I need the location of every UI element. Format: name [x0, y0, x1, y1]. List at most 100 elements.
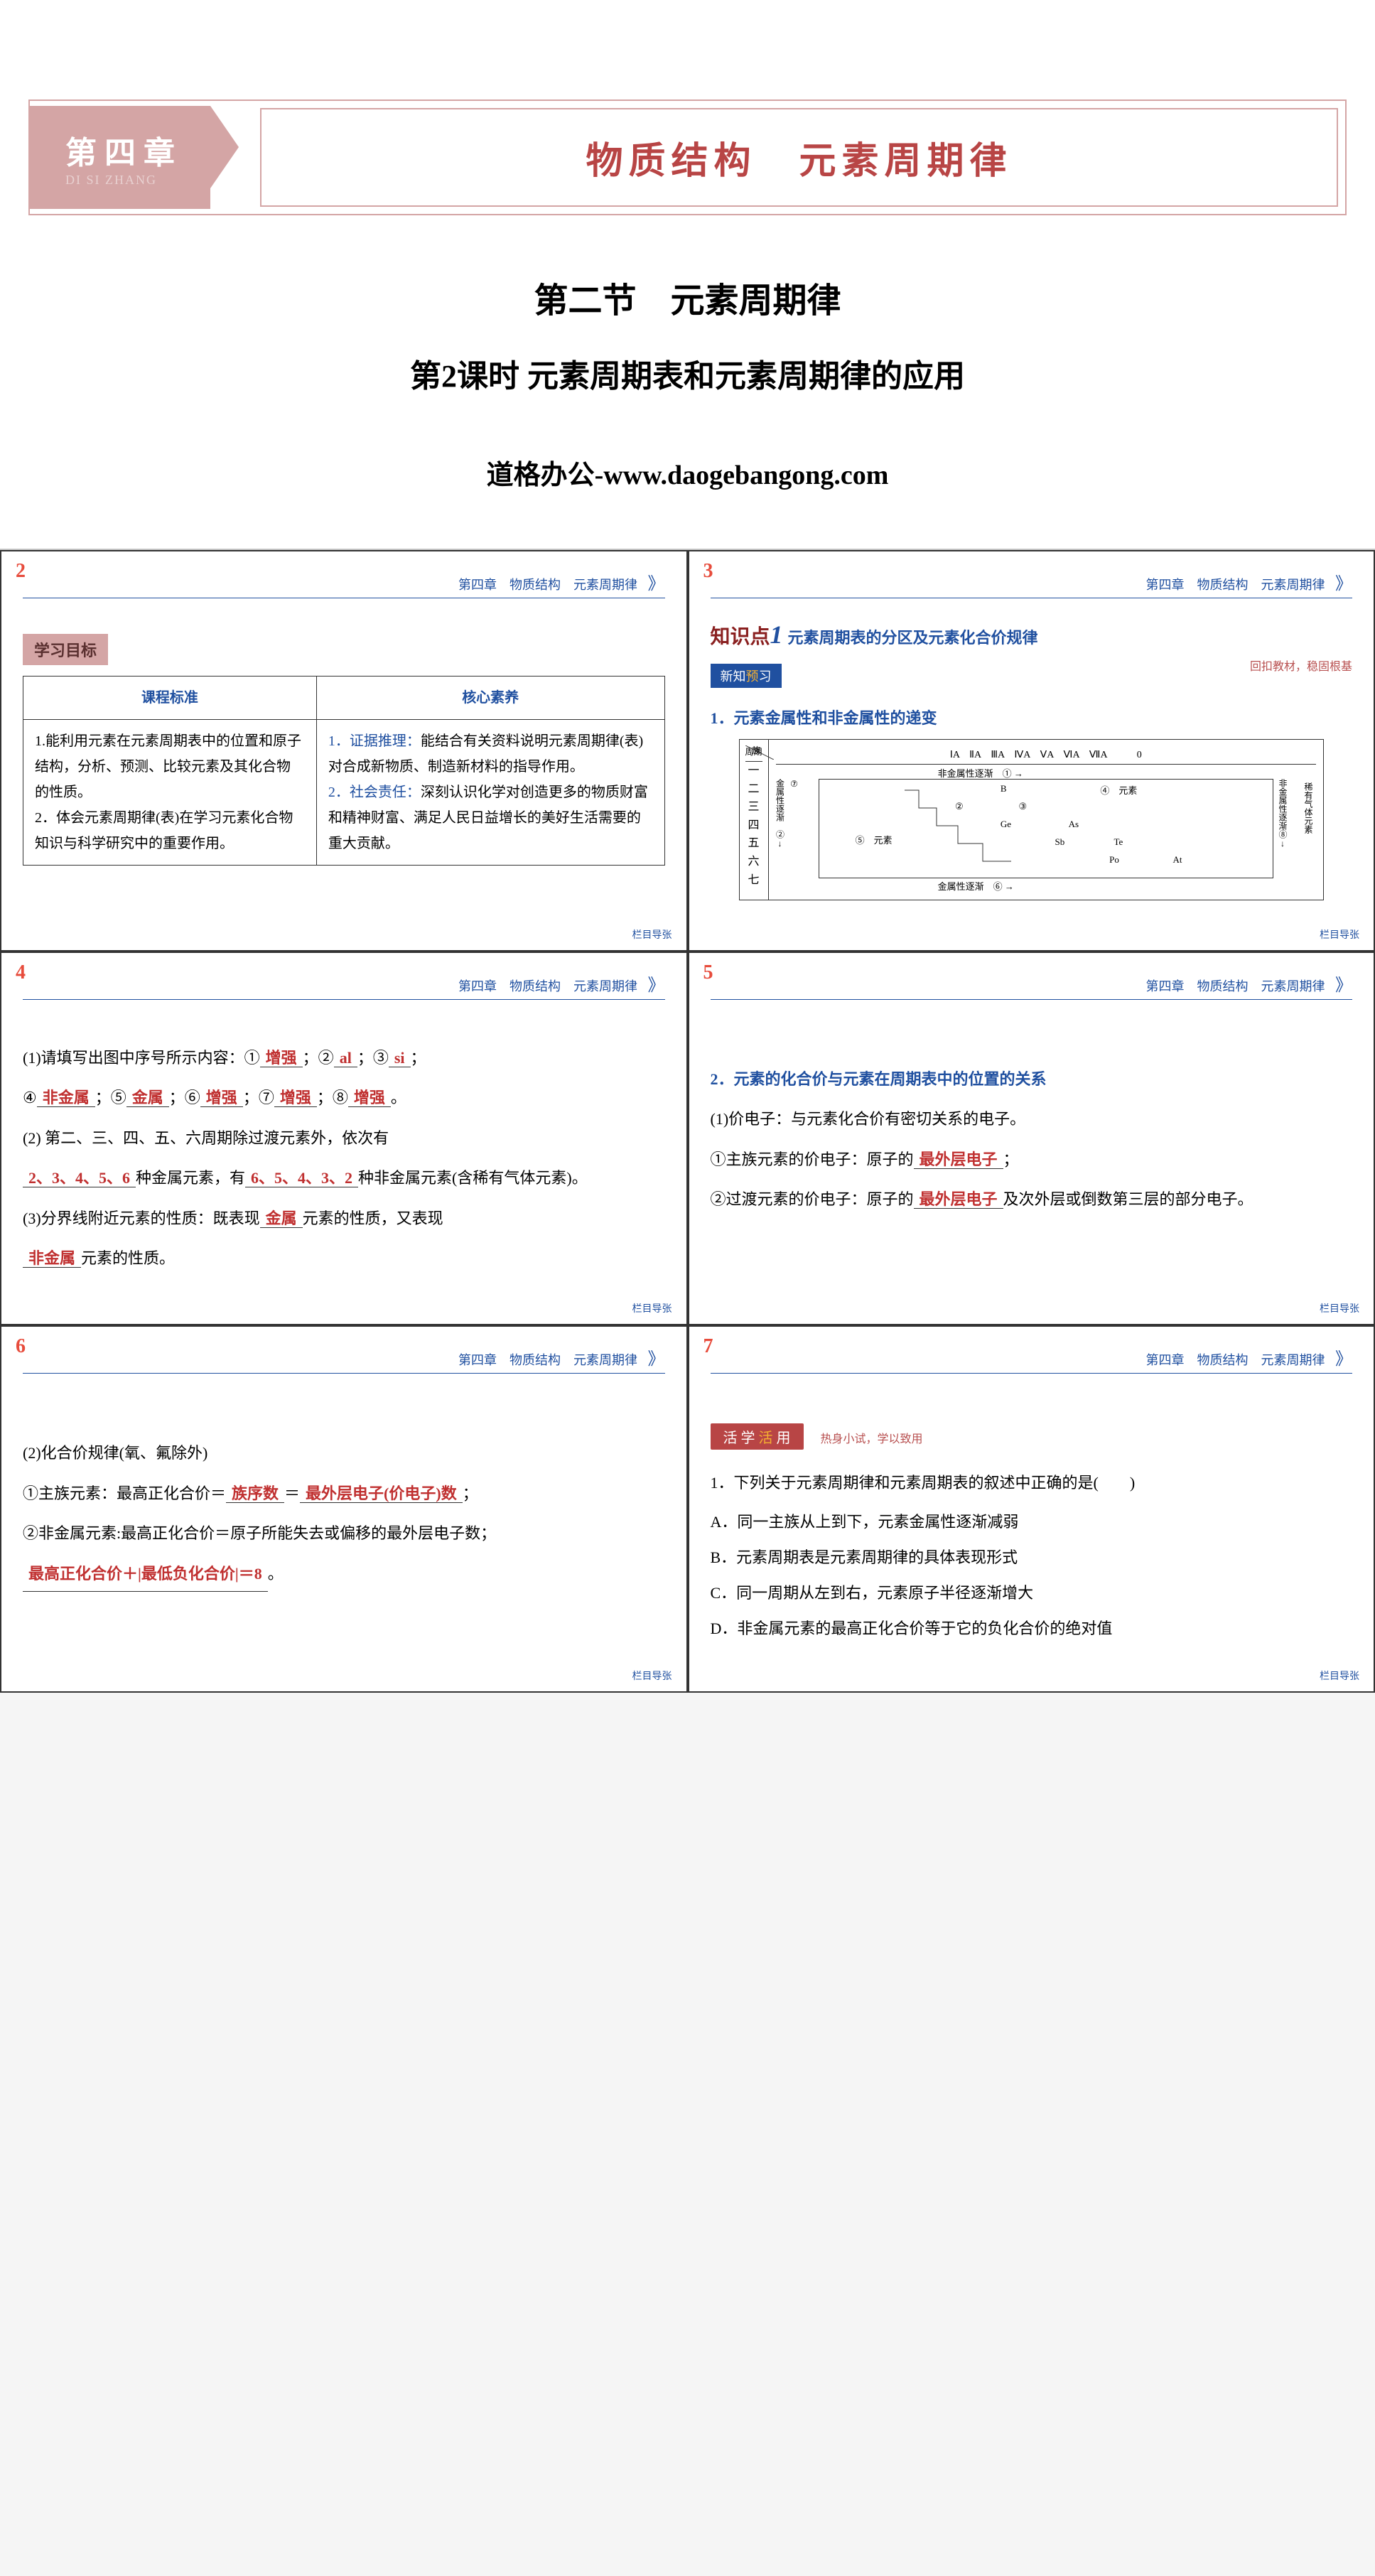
ans-10: 非金属 — [23, 1249, 81, 1268]
noble-gas-label: 稀有气体元素 — [1303, 782, 1315, 834]
header-arrow-icon: 》 — [1335, 1350, 1352, 1369]
header-text: 第四章 物质结构 元素周期律 — [1146, 578, 1325, 592]
metal-inc-label: 金属性逐渐 ⑥ → — [938, 879, 1014, 893]
s6-line3: 最高正化合价＋|最低负化合价|＝8。 — [23, 1557, 665, 1592]
pd-left-col: 族 周期 一 二 三 四 五 六 七 — [740, 740, 769, 900]
s6-heading: (2)化合价规律(氧、氟除外) — [23, 1436, 665, 1470]
kp-num: 1 — [770, 620, 783, 649]
header-text: 第四章 物质结构 元素周期律 — [458, 979, 637, 993]
ans-3: si — [389, 1049, 411, 1067]
right-note: 回扣教材，稳固根基 — [1250, 657, 1352, 674]
nonmetal-dec-label: 非金属性逐渐⑧↓ — [1277, 779, 1289, 848]
knowledge-point-title: 知识点1 元素周期表的分区及元素化合价规律 — [711, 620, 1353, 650]
header-arrow-icon: 》 — [1335, 976, 1352, 995]
pd-right-area: ⅠA ⅡA ⅢA ⅣA ⅤA ⅥA ⅦA 0 非金属性逐渐 ① → 金属性逐渐 … — [769, 740, 1323, 900]
s6-ans2: 最外层电子(价电子)数 — [300, 1484, 463, 1503]
ans-8: 增强 — [348, 1089, 391, 1107]
ans-1: 增强 — [260, 1049, 303, 1067]
periods-list: 一 二 三 四 五 六 七 — [745, 762, 762, 889]
slide-header: 第四章 物质结构 元素周期律 》 — [711, 1341, 1353, 1374]
practice-note: 热身小试，学以致用 — [821, 1433, 923, 1445]
slide-footer: 栏目导张 — [632, 1669, 672, 1683]
col1-header: 课程标准 — [23, 677, 317, 720]
chapter-box: 第 四 章 DI SI ZHANG — [30, 106, 210, 209]
slide-5: 5 第四章 物质结构 元素周期律 》 2．元素的化合价与元素在周期表中的位置的关… — [688, 952, 1375, 1325]
chapter-label: 第 四 章 — [65, 127, 175, 173]
q3-line1: (3)分界线附近元素的性质：既表现金属元素的性质，又表现 — [23, 1202, 665, 1236]
chapter-pinyin: DI SI ZHANG — [65, 173, 175, 188]
ans-4: 非金属 — [37, 1089, 95, 1107]
s5-line3: ②过渡元素的价电子：原子的最外层电子及次外层或倒数第三层的部分电子。 — [711, 1182, 1353, 1217]
s5-line1: (1)价电子：与元素化合价有密切关系的电子。 — [711, 1102, 1353, 1136]
ans-2: al — [334, 1049, 357, 1067]
stair-lines-icon — [819, 780, 1273, 878]
periodic-diagram: 族 周期 一 二 三 四 五 六 七 ⅠA ⅡA ⅢA ⅣA ⅤA ⅥA ⅦA … — [739, 739, 1325, 900]
s6-ans3: 最高正化合价＋|最低负化合价|＝8 — [23, 1557, 268, 1592]
q2-line2: 2、3、4、5、6种金属元素，有6、5、4、3、2种非金属元素(含稀有气体元素)… — [23, 1161, 665, 1195]
ans-6: 增强 — [200, 1089, 243, 1107]
ans-counts2: 6、5、4、3、2 — [245, 1169, 358, 1187]
slide-footer: 栏目导张 — [1320, 1669, 1359, 1683]
slide-footer: 栏目导张 — [632, 1301, 672, 1315]
slide-7: 7 第四章 物质结构 元素周期律 》 活 学 活 用 热身小试，学以致用 1．下… — [688, 1325, 1375, 1692]
header-text: 第四章 物质结构 元素周期律 — [458, 578, 637, 592]
q3-line2: 非金属元素的性质。 — [23, 1241, 665, 1276]
slide-footer: 栏目导张 — [1320, 927, 1359, 942]
option-c: C．同一周期从左到右，元素原子半径逐渐增大 — [711, 1578, 1353, 1609]
kp-label: 知识点 — [711, 626, 770, 648]
kp-text: 元素周期表的分区及元素化合价规律 — [788, 629, 1038, 647]
slide-3: 3 第四章 物质结构 元素周期律 》 知识点1 元素周期表的分区及元素化合价规律… — [688, 550, 1375, 952]
q1-line1: (1)请填写出图中序号所示内容：①增强；②al；③si； — [23, 1041, 665, 1075]
learning-goal-badge: 学习目标 — [23, 634, 108, 665]
main-title-box: 物质结构 元素周期律 — [260, 108, 1338, 207]
col2-item2-label: 2．社会责任： — [328, 785, 421, 800]
ans-counts1: 2、3、4、5、6 — [23, 1169, 136, 1187]
preview-badge: 新知预习 — [711, 664, 782, 688]
q2-line1: (2) 第二、三、四、五、六周期除过渡元素外，依次有 — [23, 1121, 665, 1155]
sub-badge-row: 新知预习 回扣教材，稳固根基 — [711, 657, 1353, 695]
badge-hl: 预 — [746, 669, 759, 684]
option-d: D．非金属元素的最高正化合价等于它的负化合价的绝对值 — [711, 1613, 1353, 1644]
s5-ans1: 最外层电子 — [914, 1150, 1003, 1169]
slide-footer: 栏目导张 — [1320, 1301, 1359, 1315]
title-slide: 第 四 章 DI SI ZHANG 物质结构 元素周期律 第二节 元素周期律 第… — [0, 0, 1375, 550]
practice-badge-row: 活 学 活 用 热身小试，学以致用 — [711, 1409, 1353, 1460]
slide-2: 2 第四章 物质结构 元素周期律 》 学习目标 课程标准 核心素养 1.能利用元… — [0, 550, 688, 952]
s5-heading: 2．元素的化合价与元素在周期表中的位置的关系 — [711, 1062, 1353, 1096]
slide-number: 3 — [703, 560, 713, 583]
practice-badge: 活 学 活 用 — [711, 1423, 804, 1450]
s6-line2: ②非金属元素:最高正化合价＝原子所能失去或偏移的最外层电子数； — [23, 1516, 665, 1551]
header-arrow-icon: 》 — [648, 1350, 665, 1369]
label-7: ⑦ — [789, 779, 799, 789]
slide-number: 7 — [703, 1335, 713, 1358]
ans-7: 增强 — [274, 1089, 317, 1107]
slide-number: 5 — [703, 961, 713, 984]
chapter-header: 第 四 章 DI SI ZHANG 物质结构 元素周期律 — [28, 99, 1347, 215]
slide-header: 第四章 物质结构 元素周期律 》 — [711, 566, 1353, 598]
slide-footer: 栏目导张 — [632, 927, 672, 942]
col2-header: 核心素养 — [316, 677, 664, 720]
slide-header: 第四章 物质结构 元素周期律 》 — [23, 967, 665, 1000]
slide-number: 4 — [16, 961, 26, 984]
col1-body: 1.能利用元素在元素周期表中的位置和原子结构，分析、预测、比较元素及其化合物的性… — [23, 720, 317, 866]
header-arrow-icon: 》 — [648, 976, 665, 995]
ans-5: 金属 — [126, 1089, 169, 1107]
option-a: A．同一主族从上到下，元素金属性逐渐减弱 — [711, 1507, 1353, 1538]
q-stem: 1．下列关于元素周期律和元素周期表的叙述中正确的是( ) — [711, 1466, 1353, 1500]
col2-body: 1．证据推理：能结合有关资料说明元素周期律(表)对合成新物质、制造新材料的指导作… — [316, 720, 664, 866]
nonmetal-inc-label: 非金属性逐渐 ① → — [938, 766, 1023, 780]
slide-number: 6 — [16, 1335, 26, 1358]
col2-item1-label: 1．证据推理： — [328, 733, 421, 749]
option-b: B．元素周期表是元素周期律的具体表现形式 — [711, 1542, 1353, 1573]
s5-ans2: 最外层电子 — [914, 1190, 1003, 1209]
section-title: 第二节 元素周期律 — [0, 272, 1375, 322]
staircase-box: B ④ 元素 ② ③ Ge As ⑤ 元素 Sb Te Po At — [819, 779, 1273, 878]
s6-line1: ①主族元素：最高正化合价＝族序数＝最外层电子(价电子)数； — [23, 1477, 665, 1511]
slide-number: 2 — [16, 560, 26, 583]
header-arrow-icon: 》 — [648, 575, 665, 593]
q1-line2: ④非金属；⑤金属；⑥增强；⑦增强；⑧增强。 — [23, 1081, 665, 1115]
slide-4: 4 第四章 物质结构 元素周期律 》 (1)请填写出图中序号所示内容：①增强；②… — [0, 952, 688, 1325]
groups-header: ⅠA ⅡA ⅢA ⅣA ⅤA ⅥA ⅦA 0 — [776, 747, 1316, 765]
header-text: 第四章 物质结构 元素周期律 — [1146, 979, 1325, 993]
s6-ans1: 族序数 — [226, 1484, 284, 1503]
